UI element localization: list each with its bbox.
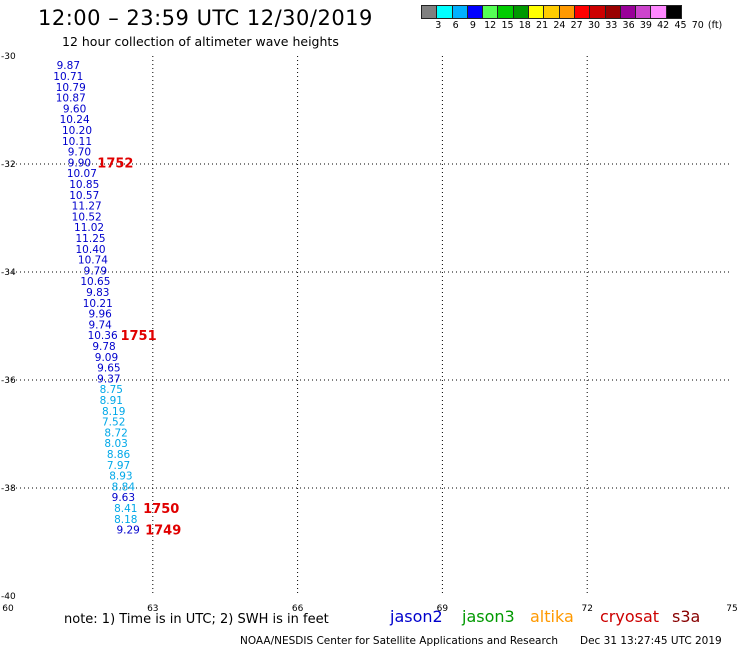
longitude-label: 66	[292, 604, 304, 614]
color-scale-legend: 3 6 9 12 15 18 21 24 27 30 33 36 39 42 45 70 (ft)	[421, 5, 740, 31]
legend-label: 18	[518, 20, 531, 31]
swh-value: 10.65	[80, 276, 110, 288]
swh-value: 10.36	[88, 330, 118, 342]
swh-value: 8.18	[114, 514, 137, 526]
satellite-jason3: jason3	[462, 607, 515, 626]
swh-value: 10.87	[56, 93, 86, 105]
longitude-label: 72	[581, 604, 592, 614]
legend-label: 12	[484, 20, 497, 31]
latitude-label: -38	[1, 484, 16, 494]
legend-label: 42	[657, 20, 670, 31]
page-title: 12:00 – 23:59 UTC 12/30/2019	[38, 6, 373, 30]
latitude-label: -36	[1, 376, 16, 386]
swh-value: 9.70	[68, 147, 91, 159]
swh-value: 9.83	[86, 287, 109, 299]
credit-text: NOAA/NESDIS Center for Satellite Applica…	[240, 635, 558, 647]
legend-label: 70	[691, 20, 704, 31]
swh-value: 9.96	[88, 309, 112, 321]
swh-value: 7.52	[102, 417, 125, 429]
satellite-s3a: s3a	[672, 607, 701, 626]
pass-time-label: 1752	[97, 156, 133, 171]
footer-note: note: 1) Time is in UTC; 2) SWH is in fe…	[64, 612, 329, 627]
swh-value: 9.63	[112, 492, 135, 504]
swh-value: 8.72	[104, 427, 127, 439]
swh-value: 10.74	[78, 255, 108, 267]
swh-value: 9.60	[63, 103, 86, 115]
legend-label: 30	[587, 20, 601, 31]
swh-value: 8.41	[114, 503, 137, 515]
pass-time-labels: 1752 1751 1750 1749	[97, 156, 181, 538]
swh-value: 9.90	[68, 157, 91, 169]
legend-label: 27	[570, 20, 583, 31]
legend-label: 9	[469, 20, 476, 31]
legend-label: 36	[622, 20, 635, 31]
swh-value: 10.40	[76, 244, 106, 256]
legend-label: (ft)	[707, 20, 723, 31]
swh-value: 8.84	[112, 481, 136, 493]
pass-time-label: 1750	[143, 502, 179, 517]
legend-label: 39	[639, 20, 652, 31]
longitude-label: 63	[147, 604, 158, 614]
swh-value: 9.87	[57, 60, 80, 72]
swh-value: 10.52	[72, 211, 102, 223]
swh-value: 10.71	[53, 71, 83, 83]
page-subtitle: 12 hour collection of altimeter wave hei…	[62, 34, 339, 49]
longitude-label: 60	[2, 604, 14, 614]
latitude-label: -40	[1, 592, 16, 602]
satellite-cryosat: cryosat	[600, 607, 660, 626]
legend-swatches	[421, 5, 740, 19]
swh-value: 10.07	[67, 168, 97, 180]
pass-time-label: 1749	[145, 524, 181, 539]
swh-value: 8.03	[104, 438, 127, 450]
swh-value: 9.79	[84, 265, 107, 277]
latitude-label: -34	[1, 268, 16, 278]
legend-swatch	[665, 5, 683, 19]
swh-value: 10.57	[69, 190, 99, 202]
swh-value: 10.20	[62, 125, 92, 137]
legend-label: 6	[452, 20, 459, 31]
longitude-label: 69	[437, 604, 449, 614]
swh-value: 9.37	[97, 373, 120, 385]
swh-value: 8.91	[100, 395, 123, 407]
swh-value: 8.86	[107, 449, 131, 461]
swh-value: 9.09	[95, 352, 118, 364]
swh-value: 11.27	[72, 201, 102, 213]
latitude-labels: -30 -32 -34 -36 -38 -40	[1, 52, 16, 602]
swh-value: 10.21	[83, 298, 113, 310]
satellite-jason2: jason2	[390, 607, 443, 626]
swh-value: 11.02	[74, 222, 104, 234]
longitude-label: 75	[726, 604, 737, 614]
longitude-labels: 60 63 66 69 72 75	[2, 604, 737, 614]
swh-value: 9.74	[88, 319, 112, 331]
swh-value: 10.85	[69, 179, 99, 191]
swh-value: 8.93	[109, 471, 132, 483]
swh-value: 10.24	[60, 114, 90, 126]
swh-value: 8.75	[100, 384, 123, 396]
latitude-label: -32	[1, 160, 16, 170]
swh-value: 9.65	[97, 363, 120, 375]
pass-time-label: 1751	[120, 329, 156, 344]
legend-label: 3	[435, 20, 442, 31]
legend-label: 24	[553, 20, 566, 31]
timestamp-text: Dec 31 13:27:45 UTC 2019	[580, 635, 722, 647]
swh-value: 7.97	[107, 460, 130, 472]
satellite-altika: altika	[530, 607, 574, 626]
latitude-label: -30	[1, 52, 16, 62]
swh-value: 10.79	[56, 82, 86, 94]
swh-value: 10.11	[62, 136, 92, 148]
legend-label: 21	[536, 20, 549, 31]
swh-value: 9.29	[116, 525, 139, 537]
swh-observations: 9.8710.7110.7910.879.6010.2410.2010.119.…	[53, 60, 140, 536]
swh-value: 8.19	[102, 406, 125, 418]
legend-labels: 3 6 9 12 15 18 21 24 27 30 33 36 39 42 45 70 (ft)	[421, 19, 740, 31]
swh-value: 9.78	[92, 341, 115, 353]
legend-label: 15	[501, 20, 514, 31]
legend-label: 33	[605, 20, 618, 31]
legend-label: 45	[674, 20, 687, 31]
swh-value: 11.25	[76, 233, 106, 245]
map-grid	[8, 56, 732, 596]
